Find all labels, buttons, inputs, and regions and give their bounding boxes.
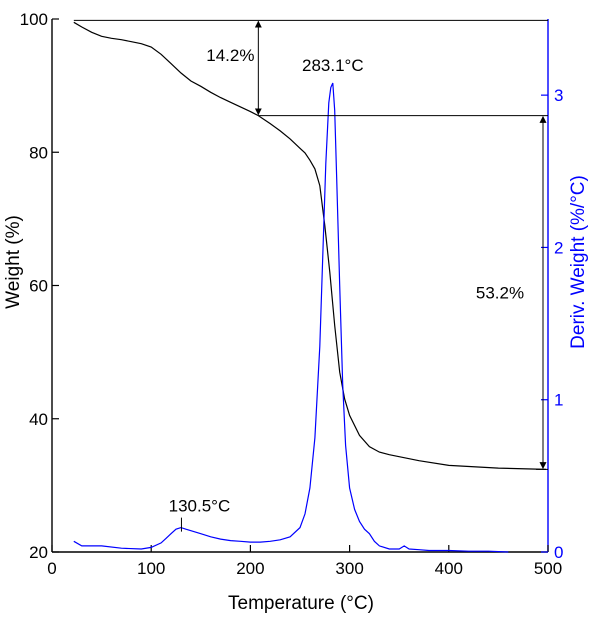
x-tick-label: 500 [534, 559, 562, 578]
deriv-weight-curve [73, 82, 509, 553]
y-ticks-right: 0 1 2 3 [541, 86, 563, 562]
peak-label-main: 283.1°C [302, 56, 364, 75]
peak-label-minor: 130.5°C [169, 497, 231, 516]
y2-tick-label: 0 [554, 543, 563, 562]
y2-tick-label: 1 [554, 391, 563, 410]
x-tick-label: 100 [137, 559, 165, 578]
x-tick-label: 400 [435, 559, 463, 578]
x-axis-title: Temperature (°C) [228, 593, 374, 614]
y-ticks-left: 20 40 60 80 100 [20, 10, 59, 562]
x-tick-label: 300 [335, 559, 363, 578]
y-tick-label: 80 [29, 143, 48, 162]
y-tick-label: 100 [20, 10, 48, 29]
y2-tick-label: 3 [554, 86, 563, 105]
y-axis-title-right: Deriv. Weight (%/°C) [568, 175, 589, 349]
y2-tick-label: 2 [554, 238, 563, 257]
x-tick-label: 200 [236, 559, 264, 578]
weight-loss-label-2: 53.2% [476, 283, 524, 302]
weight-curve [73, 21, 547, 470]
y-axis-title-left: Weight (%) [3, 215, 24, 309]
weight-loss-label-1: 14.2% [206, 46, 254, 65]
x-tick-label: 0 [47, 559, 56, 578]
annotations: 14.2% 53.2% 283.1°C 130.5°C [73, 19, 548, 532]
y-tick-label: 60 [29, 277, 48, 296]
y-tick-label: 20 [29, 543, 48, 562]
x-ticks: 0 100 200 300 400 500 [47, 545, 562, 578]
y-tick-label: 40 [29, 410, 48, 429]
